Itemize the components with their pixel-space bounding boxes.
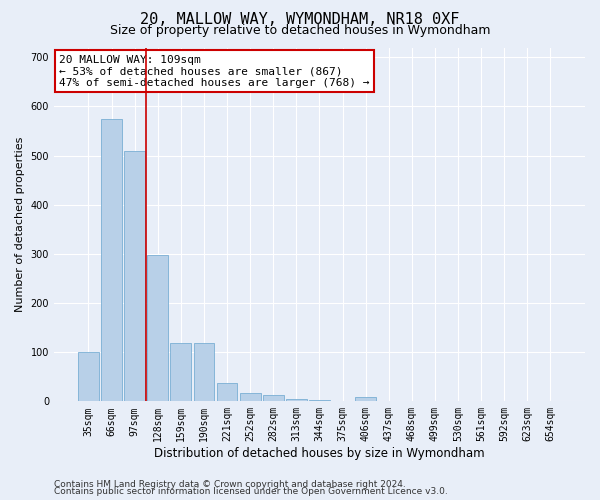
Bar	[309, 400, 330, 402]
X-axis label: Distribution of detached houses by size in Wymondham: Distribution of detached houses by size …	[154, 447, 485, 460]
Text: Size of property relative to detached houses in Wymondham: Size of property relative to detached ho…	[110, 24, 490, 37]
Bar	[286, 399, 307, 402]
Text: Contains public sector information licensed under the Open Government Licence v3: Contains public sector information licen…	[54, 488, 448, 496]
Bar	[170, 344, 191, 402]
Bar	[240, 393, 260, 402]
Bar	[194, 344, 214, 402]
Bar	[148, 256, 168, 402]
Text: 20 MALLOW WAY: 109sqm
← 53% of detached houses are smaller (867)
47% of semi-det: 20 MALLOW WAY: 109sqm ← 53% of detached …	[59, 54, 370, 88]
Bar	[124, 150, 145, 402]
Bar	[78, 352, 99, 402]
Bar	[217, 382, 238, 402]
Bar	[355, 398, 376, 402]
Text: 20, MALLOW WAY, WYMONDHAM, NR18 0XF: 20, MALLOW WAY, WYMONDHAM, NR18 0XF	[140, 12, 460, 28]
Text: Contains HM Land Registry data © Crown copyright and database right 2024.: Contains HM Land Registry data © Crown c…	[54, 480, 406, 489]
Bar	[101, 119, 122, 402]
Bar	[263, 396, 284, 402]
Y-axis label: Number of detached properties: Number of detached properties	[15, 136, 25, 312]
